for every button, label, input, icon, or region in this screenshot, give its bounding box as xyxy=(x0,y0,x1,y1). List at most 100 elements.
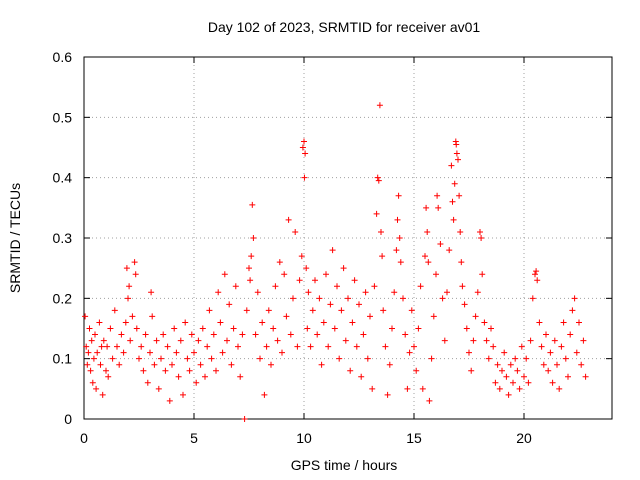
data-point xyxy=(188,331,195,338)
data-point xyxy=(336,355,343,362)
data-point xyxy=(325,343,332,350)
data-point xyxy=(307,343,314,350)
data-point xyxy=(224,337,230,344)
data-point xyxy=(395,192,402,199)
data-point xyxy=(118,331,125,338)
data-point xyxy=(99,391,106,398)
data-point xyxy=(545,367,552,374)
y-tick-label: 0.2 xyxy=(53,290,73,306)
data-point xyxy=(549,379,556,386)
data-point xyxy=(90,355,97,362)
data-point xyxy=(425,259,432,266)
data-point xyxy=(571,295,578,302)
data-point xyxy=(281,271,288,278)
data-point xyxy=(455,156,461,163)
data-point xyxy=(125,295,131,302)
data-point xyxy=(468,367,475,374)
data-point xyxy=(393,247,400,254)
data-point xyxy=(505,391,512,398)
data-point xyxy=(142,331,149,338)
data-point xyxy=(503,373,510,380)
data-point xyxy=(472,313,479,320)
data-point xyxy=(105,373,112,380)
data-point xyxy=(162,367,169,374)
data-point xyxy=(230,325,237,332)
data-point xyxy=(488,325,494,332)
data-point xyxy=(446,247,453,254)
data-point xyxy=(147,349,153,356)
data-point xyxy=(430,313,437,320)
x-axis: 0 5 10 15 20 xyxy=(80,57,532,446)
data-point xyxy=(499,367,505,374)
data-point xyxy=(249,201,256,208)
data-point xyxy=(481,319,488,326)
data-point xyxy=(210,331,217,338)
data-point xyxy=(175,373,182,380)
data-point xyxy=(492,379,499,386)
data-point xyxy=(573,349,580,356)
data-point xyxy=(131,259,138,266)
data-point xyxy=(215,289,222,296)
data-point xyxy=(217,319,224,326)
data-point xyxy=(318,361,325,368)
data-point xyxy=(516,385,523,392)
data-point xyxy=(453,141,460,148)
data-point xyxy=(98,343,105,350)
data-point xyxy=(382,343,389,350)
y-tick-label: 0 xyxy=(64,411,72,427)
data-point xyxy=(386,361,393,368)
data-point xyxy=(283,313,290,320)
data-point xyxy=(123,265,130,272)
data-point xyxy=(494,361,501,368)
data-point xyxy=(384,391,391,398)
data-point xyxy=(439,295,446,302)
data-point xyxy=(391,289,398,296)
data-point xyxy=(582,373,589,380)
data-point xyxy=(560,319,567,326)
data-point xyxy=(320,319,327,326)
data-point xyxy=(298,253,305,260)
data-point xyxy=(501,349,508,356)
data-point xyxy=(434,192,441,199)
data-point xyxy=(490,343,497,350)
data-point xyxy=(578,361,585,368)
data-point xyxy=(451,180,458,187)
data-point xyxy=(329,247,336,254)
data-point xyxy=(140,367,147,374)
data-point xyxy=(169,361,175,368)
data-point xyxy=(331,325,338,332)
data-point xyxy=(301,138,307,145)
data-point xyxy=(83,343,90,350)
data-point xyxy=(122,319,129,326)
data-point xyxy=(525,379,532,386)
data-point xyxy=(362,289,369,296)
data-point xyxy=(287,331,294,338)
data-point xyxy=(285,216,292,223)
data-point xyxy=(459,283,466,290)
data-point xyxy=(378,228,384,235)
data-point xyxy=(129,313,136,320)
data-point xyxy=(160,331,167,338)
data-point xyxy=(389,325,395,332)
data-point xyxy=(259,319,266,326)
data-point xyxy=(97,361,104,368)
data-point xyxy=(453,150,460,157)
data-point xyxy=(433,271,439,278)
data-point xyxy=(197,361,204,368)
x-tick-label: 5 xyxy=(190,430,198,446)
data-point xyxy=(82,313,89,320)
data-point xyxy=(367,313,373,320)
data-point xyxy=(279,349,285,356)
data-point xyxy=(104,343,111,350)
data-point xyxy=(103,367,109,374)
data-point xyxy=(512,355,519,362)
data-point xyxy=(136,355,142,362)
data-point xyxy=(314,331,321,338)
data-point xyxy=(272,283,279,290)
data-point xyxy=(88,337,95,344)
data-point xyxy=(241,416,248,422)
data-point xyxy=(316,295,323,302)
data-point xyxy=(514,367,521,374)
y-tick-label: 0.6 xyxy=(53,49,73,65)
data-point xyxy=(408,307,415,314)
